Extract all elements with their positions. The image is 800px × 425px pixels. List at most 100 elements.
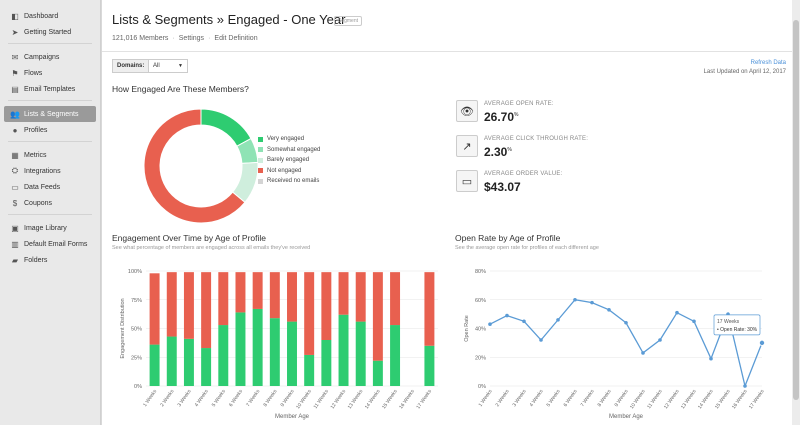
y-tick-label: 25% [131,355,142,361]
line-point[interactable] [488,322,492,326]
bar-segment[interactable] [149,273,160,345]
sidebar-item-email-templates[interactable]: ▤ Email Templates [0,81,100,97]
bar-segment[interactable] [424,345,435,386]
sidebar-item-lists-segments[interactable]: 👥 Lists & Segments [4,106,96,122]
sidebar-item-campaigns[interactable]: ✉ Campaigns [0,49,100,65]
x-tick-label: 3 Weeks [177,388,193,408]
bar-segment[interactable] [166,272,177,337]
x-tick-label: 3 Weeks [512,388,528,408]
line-point[interactable] [658,338,662,342]
bar-segment[interactable] [355,272,366,322]
sidebar-item-metrics[interactable]: ▦ Metrics [0,147,100,163]
bar-segment[interactable] [252,308,263,386]
y-tick-label: 20% [475,355,486,361]
bar-segment[interactable] [321,340,332,386]
bar-segment[interactable] [218,272,229,326]
bar-segment[interactable] [235,312,246,386]
sidebar-item-coupons[interactable]: $ Coupons [0,195,100,211]
line-point[interactable] [709,356,713,361]
bar-segment[interactable] [166,336,177,386]
bar-segment[interactable] [372,360,383,386]
bar-segment[interactable] [269,272,280,319]
x-tick-label: 15 Weeks [381,388,399,410]
bar-segment[interactable] [201,348,212,386]
bar-segment[interactable] [372,272,383,361]
sidebar-item-label: Getting Started [24,28,72,36]
legend-item[interactable]: Not engaged [258,166,320,177]
domains-select[interactable]: All ▼ [148,59,188,73]
bar-segment[interactable] [424,272,435,346]
sidebar-item-label: Coupons [24,199,53,207]
chart-tooltip: 17 Weeks • Open Rate: 30% [713,314,761,336]
donut-slice[interactable] [143,108,246,224]
bar-segment[interactable] [252,272,263,309]
sidebar-item-label: Profiles [24,126,48,134]
y-tick-label: 0% [134,384,142,390]
donut-slice[interactable] [200,108,252,147]
line-point[interactable] [692,319,696,324]
bar-segment[interactable] [321,272,332,340]
bar-segment[interactable] [355,321,366,386]
bar-segment[interactable] [183,272,194,339]
y-axis-label: Engagement Distribution [120,298,126,358]
bar-segment[interactable] [201,272,212,349]
line-point[interactable] [573,297,577,302]
sidebar-item-image-library[interactable]: ▣ Image Library [0,220,100,236]
legend-item[interactable]: Somewhat engaged [258,145,320,156]
flows-icon: ⚑ [11,68,19,78]
bar-segment[interactable] [338,272,349,315]
line-point[interactable] [641,351,645,355]
bar-segment[interactable] [287,272,297,322]
bar-segment[interactable] [149,344,160,386]
stat-card: ▭ AVERAGE ORDER VALUE: $43.07 [456,170,706,198]
line-point[interactable] [505,313,509,318]
sidebar-item-profiles[interactable]: ● Profiles [0,122,100,138]
line-point[interactable] [624,320,628,325]
x-tick-label: 17 Weeks [748,388,766,410]
legend-item[interactable]: Barely engaged [258,155,320,166]
line-point[interactable] [675,310,679,315]
stat-unit: % [514,112,519,118]
x-tick-label: 2 Weeks [495,388,511,408]
bar-segment[interactable] [390,272,401,326]
line-point[interactable] [556,318,560,322]
bar-segment[interactable] [235,272,246,313]
line-point[interactable] [743,384,747,388]
sidebar-item-integrations[interactable]: ⛭ Integrations [0,163,100,179]
line-point[interactable] [758,339,765,346]
edit-definition-link[interactable]: Edit Definition [214,35,258,42]
line-point[interactable] [607,308,611,312]
x-tick-label: 1 Weeks [478,388,494,408]
line-point[interactable] [539,338,543,342]
over-time-subtitle: See what percentage of members are engag… [112,245,311,251]
settings-link[interactable]: Settings [178,35,205,42]
members-count: 121,016 Members [112,35,169,42]
legend-item[interactable]: Received no emails [258,176,320,187]
bar-segment[interactable] [304,272,315,355]
image-icon: ▣ [11,223,19,233]
bar-segment[interactable] [390,325,401,386]
sidebar-item-data-feeds[interactable]: ▭ Data Feeds [0,179,100,195]
line-point[interactable] [590,300,594,305]
bar-segment[interactable] [287,321,297,386]
line-point[interactable] [522,319,526,324]
sidebar-item-flows[interactable]: ⚑ Flows [0,65,100,81]
bar-segment[interactable] [338,314,349,386]
legend-item[interactable]: Very engaged [258,134,320,145]
sidebar-item-dashboard[interactable]: ◧ Dashboard [0,8,100,24]
scrollbar[interactable] [792,0,800,425]
open-rate-line [489,299,763,389]
bar-segment[interactable] [269,318,280,386]
sidebar-item-default-email-forms[interactable]: ▥ Default Email Forms [0,236,100,252]
bar-segment[interactable] [218,325,229,386]
sidebar-item-getting-started[interactable]: ➤ Getting Started [0,24,100,40]
stat-number: 26.70 [484,110,515,124]
y-tick-label: 75% [131,298,142,304]
bar-segment[interactable] [183,338,194,386]
bar-segment[interactable] [304,354,315,386]
scrollbar-thumb[interactable] [793,20,799,400]
refresh-data-link[interactable]: Refresh Data [750,60,786,66]
x-tick-label: 14 Weeks [364,388,382,410]
x-tick-label: 12 Weeks [330,388,348,410]
sidebar-item-folders[interactable]: ▰ Folders [0,252,100,268]
